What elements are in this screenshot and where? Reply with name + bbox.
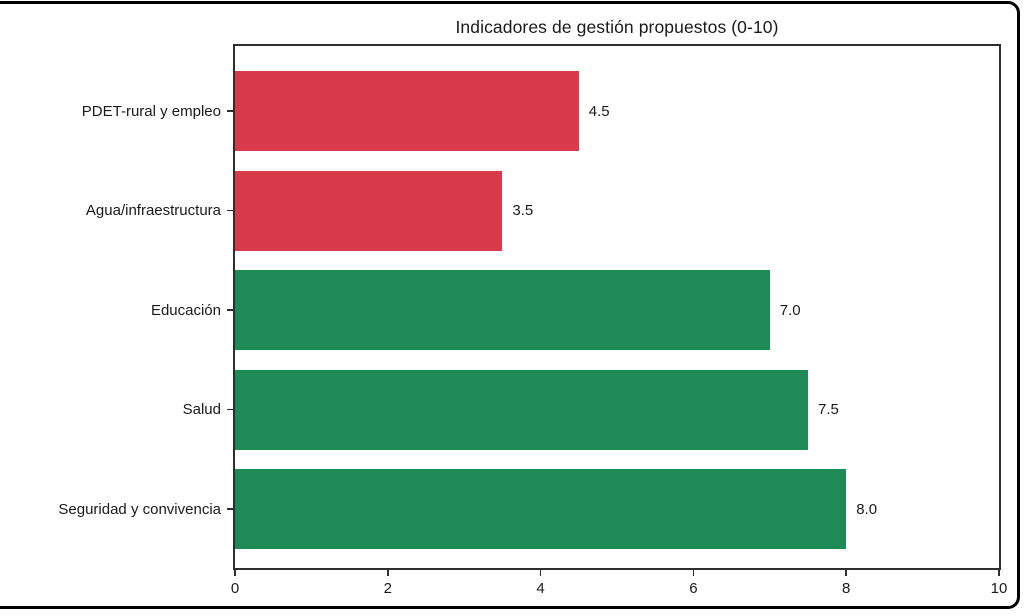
- bar-1: [235, 71, 579, 151]
- value-label: 8.0: [856, 500, 878, 518]
- y-tick-mark: [227, 110, 233, 112]
- x-tick-label: 8: [842, 580, 851, 597]
- x-tick-mark: [692, 570, 695, 576]
- bar-2: [235, 170, 503, 251]
- category-label: Seguridad y convivencia: [58, 500, 221, 518]
- x-tick-mark: [387, 570, 389, 576]
- category-label: PDET-rural y empleo: [81, 102, 221, 120]
- x-tick-label: 0: [230, 580, 240, 597]
- bar-5: [235, 469, 847, 549]
- value-label: 7.5: [818, 401, 839, 418]
- chart-title: Indicadores de gestión propuestos (0-10): [455, 17, 779, 37]
- value-label: 4.5: [588, 102, 610, 120]
- y-tick-mark: [227, 309, 233, 311]
- value-label: 7.0: [779, 301, 801, 319]
- category-label: Educación: [150, 301, 221, 319]
- x-tick-label: 4: [536, 580, 545, 597]
- x-tick-label: 2: [383, 580, 392, 597]
- y-tick-mark: [227, 408, 233, 411]
- bar-3: [235, 270, 770, 350]
- x-tick-mark: [845, 570, 847, 576]
- x-tick-label: 10: [990, 580, 1008, 597]
- x-tick-mark: [234, 570, 236, 576]
- category-label: Salud: [182, 401, 221, 418]
- x-tick-mark: [539, 570, 542, 576]
- value-label: 3.5: [512, 202, 534, 219]
- y-tick-mark: [227, 508, 233, 510]
- chart-canvas: Indicadores de gestión propuestos (0-10)…: [3, 3, 1024, 616]
- bar-4: [235, 369, 808, 450]
- x-tick-mark: [998, 570, 1000, 576]
- category-label: Agua/infraestructura: [85, 202, 221, 219]
- x-tick-label: 6: [689, 580, 698, 597]
- y-tick-mark: [227, 209, 233, 212]
